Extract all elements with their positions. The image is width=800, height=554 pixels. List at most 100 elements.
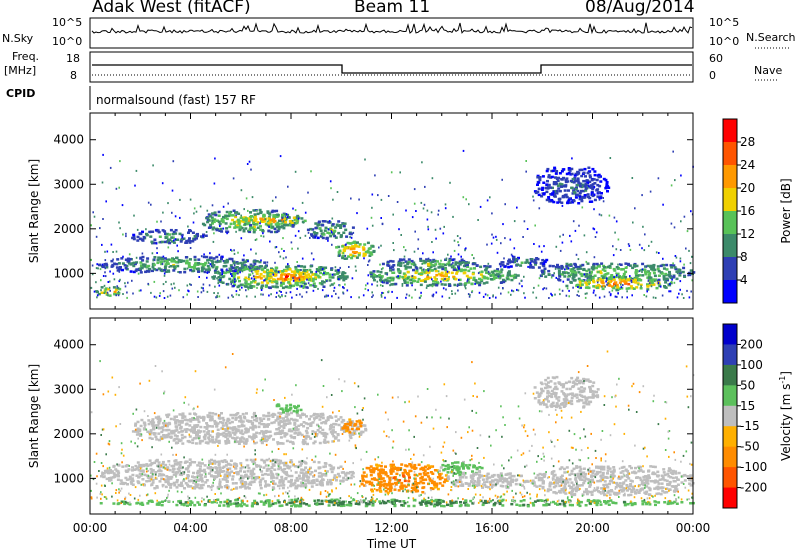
power-cell [289, 284, 292, 287]
power-speck [331, 231, 333, 234]
power-cell [219, 273, 223, 277]
power-speck [264, 279, 266, 282]
velocity-cell [381, 471, 385, 474]
power-cell [662, 275, 666, 278]
velocity-cell [384, 465, 387, 468]
power-speck [171, 211, 173, 214]
velocity-cell [181, 412, 185, 415]
power-cell [284, 269, 288, 273]
velocity-cell [239, 474, 243, 478]
velocity-cell [293, 465, 297, 468]
power-speck [464, 285, 466, 288]
velocity-cell [242, 484, 246, 487]
velocity-cell [145, 474, 149, 477]
power-speck [614, 295, 617, 298]
power-cell [389, 269, 392, 272]
power-cell [302, 285, 306, 288]
velocity-cell [276, 428, 280, 431]
velocity-cell [397, 489, 401, 492]
power-cell [291, 224, 295, 227]
power-cell [546, 187, 550, 190]
power-speck [578, 224, 580, 227]
power-cell [195, 237, 198, 240]
velocity-cell [386, 475, 390, 478]
velocity-cell [375, 463, 379, 467]
power-cell [368, 254, 372, 257]
velocity-cell [377, 468, 381, 472]
power-speck [386, 273, 388, 276]
power-cell [182, 259, 186, 263]
velocity-cell [300, 462, 303, 465]
velocity-cell [400, 484, 404, 487]
power-cell [326, 231, 330, 234]
velocity-cell [368, 480, 371, 484]
colorbar-segment [723, 211, 737, 235]
velocity-cell [245, 430, 249, 434]
power-speck [315, 285, 318, 288]
power-speck [448, 296, 451, 299]
power-cell [459, 269, 463, 273]
power-cell [164, 263, 168, 266]
velocity-cell [160, 430, 164, 434]
power-cell [127, 260, 131, 263]
velocity-cell [177, 483, 181, 487]
velocity-cell [378, 487, 382, 490]
velocity-cell [233, 463, 237, 466]
velocity-cell [191, 475, 194, 478]
velocity-cell [333, 431, 337, 434]
power-speck [93, 290, 96, 293]
power-cell [313, 232, 317, 235]
velocity-cell [216, 474, 220, 477]
power-speck [104, 267, 107, 270]
power-speck [214, 285, 216, 288]
power-speck [339, 266, 341, 269]
velocity-cell [224, 442, 228, 445]
power-cell [211, 262, 214, 265]
velocity-cell [135, 429, 139, 432]
power-speck [163, 272, 166, 275]
power-cell [110, 265, 114, 268]
power-cell [430, 283, 434, 287]
velocity-cell [258, 481, 262, 484]
power-cell [123, 264, 127, 267]
power-cell [185, 239, 189, 243]
power-cell [153, 238, 157, 241]
power-cell [590, 178, 594, 182]
power-cell [119, 266, 122, 269]
power-cell [244, 285, 248, 288]
power-cell [373, 274, 377, 277]
power-speck [462, 196, 465, 199]
power-cell [256, 275, 260, 279]
power-speck [333, 289, 335, 292]
velocity-cell [179, 483, 183, 486]
velocity-cell [201, 462, 204, 465]
velocity-cell [186, 484, 190, 488]
velocity-cell [253, 461, 257, 465]
velocity-cell [230, 470, 234, 473]
power-cell [342, 278, 346, 282]
power-cell [386, 260, 390, 264]
power-cell [597, 265, 601, 268]
power-cell [351, 226, 355, 229]
power-speck [303, 280, 306, 283]
power-cell [574, 273, 577, 276]
power-speck [250, 168, 252, 171]
velocity-cell [196, 479, 200, 482]
power-speck [678, 292, 680, 295]
velocity-cell [372, 469, 376, 472]
power-cell [585, 273, 589, 276]
power-speck [659, 271, 662, 274]
power-cell [275, 266, 279, 270]
power-cell [457, 265, 461, 268]
power-cell [562, 195, 566, 199]
velocity-cell [449, 465, 452, 469]
power-speck [240, 237, 243, 240]
velocity-cell [313, 440, 317, 443]
power-cell [164, 236, 168, 240]
power-cell [444, 263, 448, 267]
power-cell [436, 260, 439, 263]
power-speck [331, 273, 334, 276]
power-feature-7 [306, 220, 355, 240]
velocity-cell [344, 474, 348, 477]
power-speck [486, 243, 488, 246]
